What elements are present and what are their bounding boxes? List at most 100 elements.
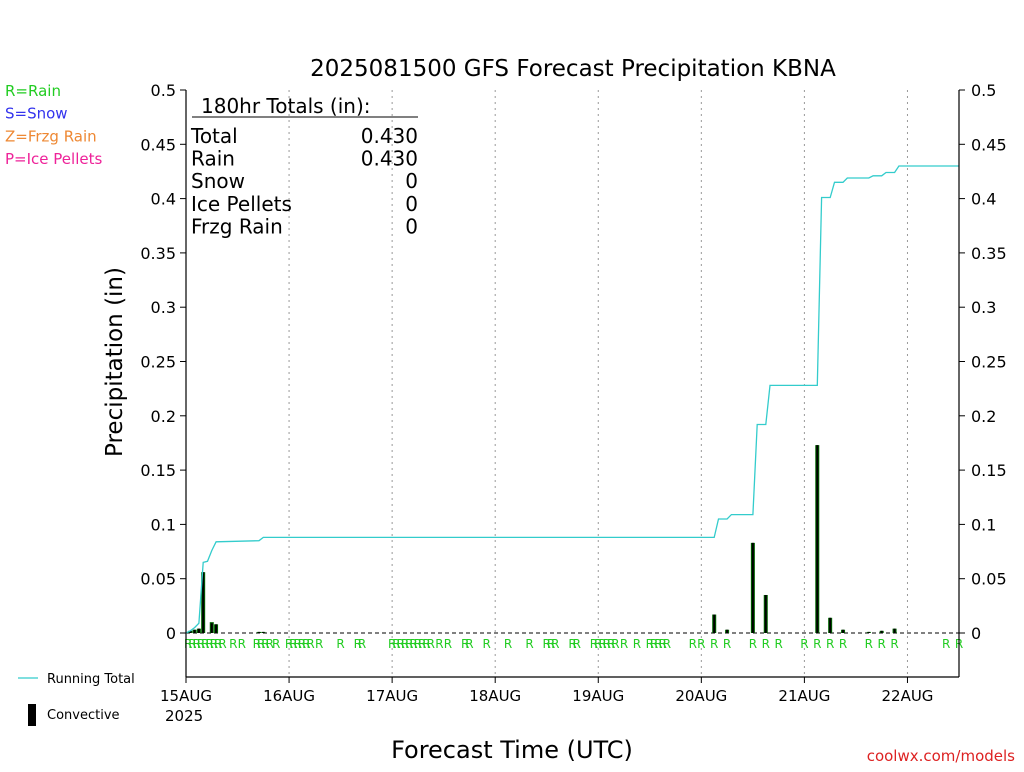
- precip-type-letter: R: [257, 637, 265, 651]
- precip-type-letter: R: [590, 637, 598, 651]
- precip-type-letter: R: [188, 637, 196, 651]
- chart-title: 2025081500 GFS Forecast Precipitation KB…: [310, 56, 836, 82]
- precip-type-letter: R: [293, 637, 301, 651]
- precip-type-letter: R: [306, 637, 314, 651]
- precip-type-letter: R: [427, 637, 435, 651]
- convective-bar: [893, 628, 896, 633]
- x-tick-label: 22AUG: [881, 687, 933, 705]
- precip-type-letter: R: [315, 637, 323, 651]
- y-tick-label-left: 0.25: [140, 353, 176, 372]
- precip-type-letter: R: [525, 637, 533, 651]
- precip-type-letter: R: [890, 637, 898, 651]
- precip-type-letter: R: [659, 637, 667, 651]
- precip-type-letter: R: [646, 637, 654, 651]
- convective-bar: [751, 542, 754, 633]
- convective-bar: [215, 624, 218, 633]
- precip-type-letter: R: [611, 637, 619, 651]
- totals-row-label: Rain: [191, 147, 235, 171]
- convective-bar: [189, 630, 192, 633]
- x-tick-label: 16AUG: [263, 687, 315, 705]
- running-total-line: [185, 165, 959, 634]
- precip-type-letter: R: [573, 637, 581, 651]
- precip-type-letter: R: [214, 637, 222, 651]
- y-tick-label-left: 0.1: [151, 515, 176, 534]
- precip-type-letter: R: [435, 637, 443, 651]
- precip-type-legend-item: P=Ice Pellets: [5, 150, 102, 168]
- precip-type-letter: R: [354, 637, 362, 651]
- totals-row-value: 0.430: [361, 147, 418, 171]
- y-tick-label-right: 0.3: [971, 298, 996, 317]
- precip-type-letter: R: [547, 637, 555, 651]
- y-tick-label-left: 0.2: [151, 407, 176, 426]
- running-total-polyline: [185, 165, 959, 634]
- precip-type-letter: R: [418, 637, 426, 651]
- precip-type-letter: R: [568, 637, 576, 651]
- precip-type-legend: R=Rain S=Snow Z=Frzg Rain P=Ice Pellets: [5, 82, 102, 168]
- precip-type-legend-item: Z=Frzg Rain: [5, 127, 97, 145]
- precip-type-letter: R: [607, 637, 615, 651]
- totals-row-label: Frzg Rain: [191, 214, 283, 238]
- y-tick-label-right: 0.25: [971, 353, 1007, 372]
- precip-type-letter: R: [444, 637, 452, 651]
- y-tick-label-left: 0.05: [140, 570, 176, 589]
- precip-type-letter: R: [272, 637, 280, 651]
- precip-type-letter: R: [749, 637, 757, 651]
- precip-type-letter: R: [826, 637, 834, 651]
- precip-type-letter: R: [422, 637, 430, 651]
- convective-bar: [202, 572, 205, 633]
- y-tick-label-left: 0.45: [140, 135, 176, 154]
- precip-type-letter: R: [201, 637, 209, 651]
- convective-bar: [713, 614, 716, 633]
- precip-type-letter: R: [197, 637, 205, 651]
- precip-type-letter: R: [184, 637, 192, 651]
- totals-row-value: 0: [405, 192, 418, 216]
- precip-type-letter: R: [266, 637, 274, 651]
- series-legend: Running Total Convective: [18, 672, 135, 726]
- axes: 0 00.05 0.050.1 0.10.15 0.150.2 0.20.25 0.250.…: [140, 81, 1006, 705]
- precip-type-legend-item: R=Rain: [5, 82, 61, 100]
- grid-lines: [186, 90, 959, 677]
- convective-bar: [197, 628, 200, 633]
- totals-header: 180hr Totals (in):: [201, 94, 371, 118]
- x-tick-label: 15AUG: [160, 687, 212, 705]
- precip-type-letter: R: [358, 637, 366, 651]
- x-tick-label: 20AUG: [675, 687, 727, 705]
- convective-bar: [262, 631, 265, 633]
- precip-type-letter: R: [551, 637, 559, 651]
- precip-type-letter: R: [253, 637, 261, 651]
- y-tick-label-right: 0.05: [971, 570, 1007, 589]
- precip-type-letter: R: [465, 637, 473, 651]
- precip-type-letter: R: [193, 637, 201, 651]
- precip-type-letter: R: [205, 637, 213, 651]
- totals-row-value: 0: [405, 169, 418, 193]
- precip-type-letter: R: [302, 637, 310, 651]
- precip-type-letter: R: [633, 637, 641, 651]
- y-tick-label-right: 0.4: [971, 190, 996, 209]
- x-axis-label: Forecast Time (UTC): [391, 736, 633, 764]
- precip-type-letter: R: [774, 637, 782, 651]
- precip-type-letter: R: [285, 637, 293, 651]
- precip-type-letter: R: [813, 637, 821, 651]
- precip-type-legend-item: S=Snow: [5, 105, 68, 123]
- series-legend-label: Running Total: [47, 672, 135, 687]
- precip-type-letter: R: [388, 637, 396, 651]
- totals-box: 180hr Totals (in): Total 0.430 Rain 0.430 Sno…: [190, 94, 418, 238]
- convective-bar: [193, 629, 196, 633]
- totals-row-label: Total: [190, 124, 238, 148]
- convective-bar: [867, 631, 870, 633]
- precip-type-letter: R: [942, 637, 950, 651]
- y-tick-label-right: 0.5: [971, 81, 996, 100]
- y-tick-label-left: 0: [166, 624, 176, 643]
- precip-type-letter: R: [800, 637, 808, 651]
- precip-type-letter: R: [461, 637, 469, 651]
- y-tick-label-right: 0.1: [971, 515, 996, 534]
- precip-type-letter: R: [229, 637, 237, 651]
- precip-type-letter: R: [210, 637, 218, 651]
- precip-type-letter: R: [594, 637, 602, 651]
- convective-bar: [258, 631, 261, 633]
- precip-type-letter: R: [650, 637, 658, 651]
- y-tick-label-left: 0.3: [151, 298, 176, 317]
- precip-type-letter: R: [482, 637, 490, 651]
